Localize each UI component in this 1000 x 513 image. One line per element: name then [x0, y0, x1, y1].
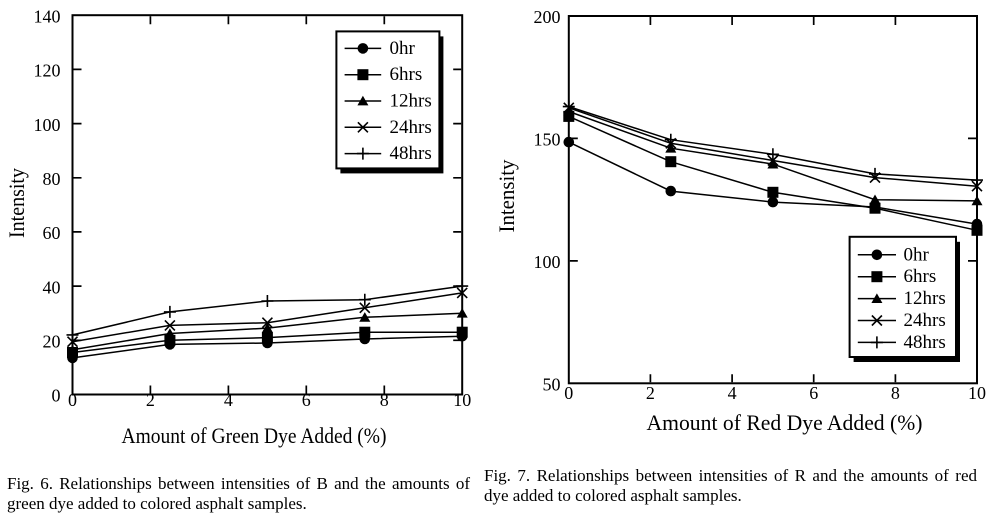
svg-text:0: 0	[52, 386, 61, 406]
svg-text:150: 150	[534, 130, 561, 150]
svg-text:10: 10	[968, 383, 986, 403]
svg-text:120: 120	[34, 61, 61, 81]
svg-text:8: 8	[380, 390, 389, 410]
svg-text:50: 50	[543, 375, 561, 395]
svg-text:8: 8	[891, 383, 900, 403]
svg-text:0: 0	[68, 390, 77, 410]
svg-text:0: 0	[564, 383, 573, 403]
svg-text:48hrs: 48hrs	[904, 332, 946, 353]
svg-text:60: 60	[43, 223, 61, 243]
svg-text:Intensity: Intensity	[4, 167, 29, 238]
svg-text:6: 6	[809, 383, 818, 403]
svg-text:140: 140	[34, 6, 61, 26]
svg-text:0hr: 0hr	[904, 244, 930, 265]
svg-text:0hr: 0hr	[390, 38, 416, 59]
svg-text:10: 10	[453, 390, 471, 410]
svg-text:12hrs: 12hrs	[904, 288, 946, 309]
svg-text:2: 2	[646, 383, 655, 403]
svg-text:2: 2	[146, 390, 155, 410]
svg-text:80: 80	[43, 169, 61, 189]
svg-text:12hrs: 12hrs	[390, 91, 432, 112]
svg-text:100: 100	[34, 115, 61, 135]
svg-text:24hrs: 24hrs	[390, 117, 432, 138]
svg-text:4: 4	[728, 383, 737, 403]
svg-text:6hrs: 6hrs	[390, 64, 423, 85]
svg-text:200: 200	[534, 7, 561, 27]
svg-text:48hrs: 48hrs	[390, 143, 432, 164]
svg-text:4: 4	[224, 390, 233, 410]
svg-text:40: 40	[43, 277, 61, 297]
svg-text:20: 20	[43, 332, 61, 352]
svg-text:Amount of Green Dye Added (%): Amount of Green Dye Added (%)	[122, 423, 387, 448]
svg-text:100: 100	[534, 252, 561, 272]
svg-text:Intensity: Intensity	[494, 159, 519, 233]
svg-text:24hrs: 24hrs	[904, 310, 946, 331]
svg-text:Amount of Red Dye Added (%): Amount of Red Dye Added (%)	[647, 410, 923, 435]
svg-text:6: 6	[302, 390, 311, 410]
svg-text:6hrs: 6hrs	[904, 266, 937, 287]
